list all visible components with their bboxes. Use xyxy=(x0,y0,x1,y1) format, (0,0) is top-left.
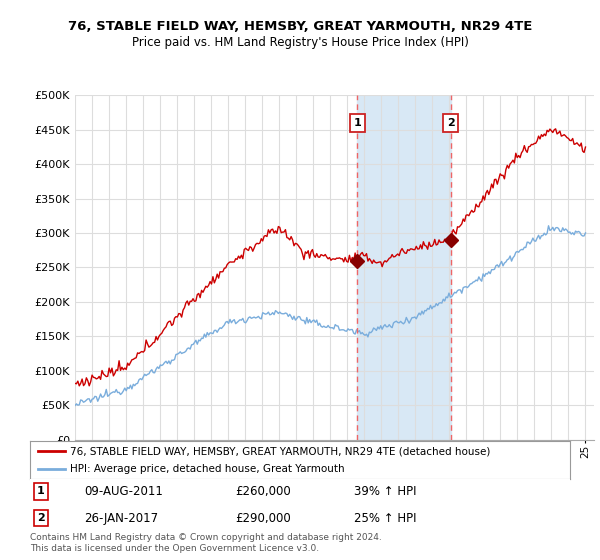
Text: 76, STABLE FIELD WAY, HEMSBY, GREAT YARMOUTH, NR29 4TE: 76, STABLE FIELD WAY, HEMSBY, GREAT YARM… xyxy=(68,20,532,32)
Text: Contains HM Land Registry data © Crown copyright and database right 2024.
This d: Contains HM Land Registry data © Crown c… xyxy=(30,533,382,553)
Text: 1: 1 xyxy=(353,118,361,128)
Text: £260,000: £260,000 xyxy=(235,485,291,498)
Text: 1: 1 xyxy=(37,487,44,496)
Text: HPI: Average price, detached house, Great Yarmouth: HPI: Average price, detached house, Grea… xyxy=(71,464,345,474)
Text: Price paid vs. HM Land Registry's House Price Index (HPI): Price paid vs. HM Land Registry's House … xyxy=(131,36,469,49)
Text: 2: 2 xyxy=(37,513,44,523)
Text: £290,000: £290,000 xyxy=(235,512,291,525)
Text: 39% ↑ HPI: 39% ↑ HPI xyxy=(354,485,416,498)
Text: 76, STABLE FIELD WAY, HEMSBY, GREAT YARMOUTH, NR29 4TE (detached house): 76, STABLE FIELD WAY, HEMSBY, GREAT YARM… xyxy=(71,446,491,456)
Text: 09-AUG-2011: 09-AUG-2011 xyxy=(84,485,163,498)
Text: 26-JAN-2017: 26-JAN-2017 xyxy=(84,512,158,525)
Bar xyxy=(358,95,451,440)
Text: 2: 2 xyxy=(446,118,454,128)
Text: 25% ↑ HPI: 25% ↑ HPI xyxy=(354,512,416,525)
